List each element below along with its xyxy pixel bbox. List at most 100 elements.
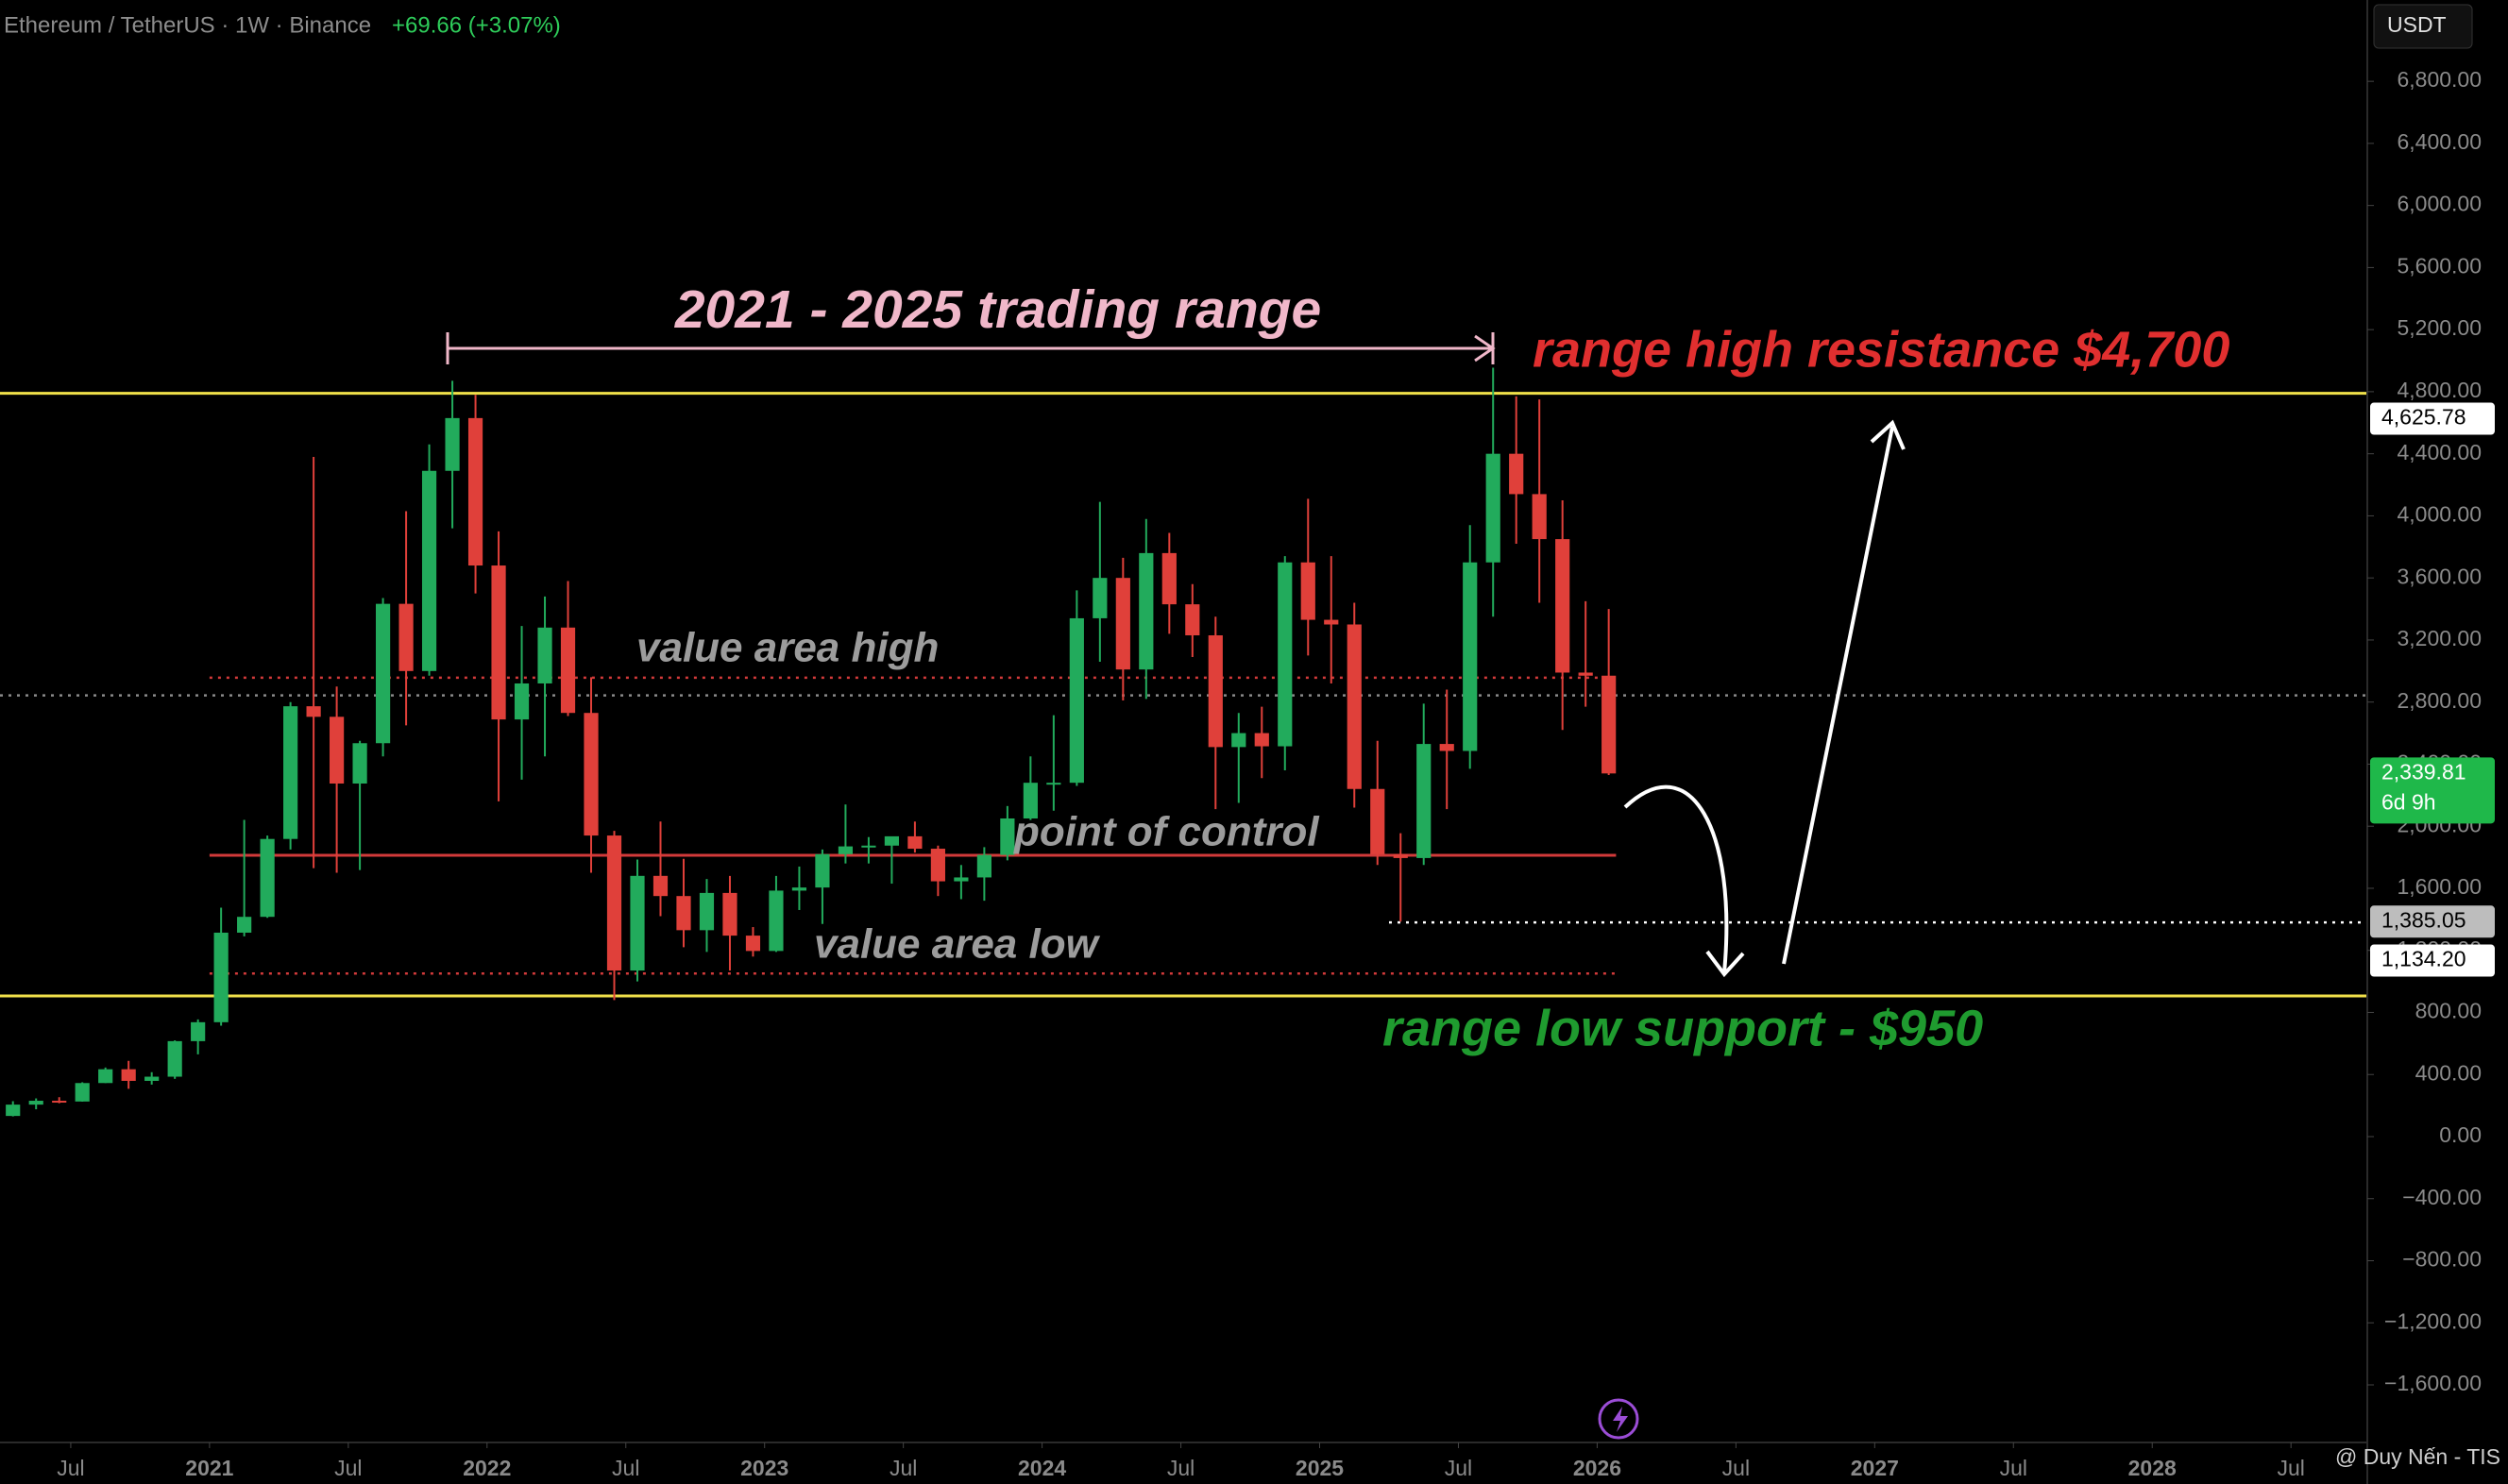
candle-body: [398, 603, 414, 671]
plot: [0, 367, 2367, 1117]
candle-body: [167, 1040, 182, 1077]
alert-icon[interactable]: [1598, 1398, 1639, 1440]
candle-body: [769, 890, 784, 952]
y-tick-label: 6,400.00: [2397, 129, 2482, 154]
candle-body: [421, 470, 437, 671]
candle-body: [1023, 783, 1038, 818]
candle-body: [791, 887, 807, 891]
candle-body: [28, 1101, 43, 1105]
y-tick-label: 4,000.00: [2397, 502, 2482, 527]
y-tick-label: 6,000.00: [2397, 192, 2482, 216]
price-label-box: [2370, 402, 2495, 435]
x-tick-label: 2026: [1573, 1456, 1621, 1480]
candle-body: [213, 932, 229, 1022]
candle-body: [352, 743, 367, 784]
candle-body: [1115, 578, 1130, 670]
x-tick-label: 2021: [185, 1456, 233, 1480]
y-tick-label: 3,600.00: [2397, 564, 2482, 588]
x-tick-label: 2023: [740, 1456, 788, 1480]
candle-body: [1254, 733, 1269, 747]
candle-body: [815, 853, 830, 888]
candle-body: [722, 892, 737, 936]
candle-body: [191, 1021, 206, 1041]
x-tick-label: Jul: [2000, 1456, 2027, 1480]
candle-body: [1185, 604, 1200, 636]
candle-body: [445, 417, 460, 471]
candle-body: [838, 846, 854, 854]
candle-body: [907, 835, 923, 850]
candle-body: [75, 1083, 90, 1102]
candle-body: [1416, 744, 1432, 858]
candle-body: [606, 835, 622, 971]
candle-body: [584, 713, 599, 836]
candle-body: [467, 417, 483, 566]
candle-body: [144, 1076, 160, 1081]
candle-body: [1578, 672, 1593, 676]
alert-icon: [1613, 1407, 1628, 1432]
candle-body: [699, 892, 715, 931]
y-tick-label: 1,600.00: [2397, 874, 2482, 899]
candle-body: [260, 838, 275, 918]
candle-body: [1139, 552, 1154, 670]
candle-body: [330, 717, 345, 784]
y-tick-label: 6,800.00: [2397, 67, 2482, 92]
candle-body: [745, 936, 761, 952]
x-tick-label: 2027: [1851, 1456, 1899, 1480]
candle-body: [676, 896, 691, 931]
candle-body: [1046, 783, 1061, 785]
candle-body: [1370, 788, 1385, 854]
price-label: 1,385.05: [2381, 907, 2466, 932]
x-tick-label: Jul: [57, 1456, 84, 1480]
y-tick-label: −1,600.00: [2384, 1371, 2482, 1395]
candle-body: [1485, 453, 1500, 563]
price-label-box: [2370, 905, 2495, 938]
y-tick-label: 0.00: [2439, 1122, 2482, 1147]
candle-body: [1278, 562, 1293, 747]
candle-body: [375, 603, 391, 744]
candle-body: [1093, 578, 1108, 618]
candle-body: [514, 683, 530, 720]
candle-body: [98, 1069, 113, 1084]
candle-body: [1208, 635, 1223, 748]
candle-body: [1601, 675, 1617, 774]
candle-body: [976, 854, 991, 878]
candle-body: [1161, 552, 1177, 605]
x-tick-label: Jul: [2277, 1456, 2304, 1480]
candle-body: [537, 627, 552, 683]
annotation: point of control: [1013, 809, 1319, 855]
price-label: 2,339.81: [2381, 759, 2466, 784]
y-tick-label: 4,800.00: [2397, 378, 2482, 402]
y-tick-label: 5,600.00: [2397, 253, 2482, 278]
y-tick-label: 400.00: [2415, 1060, 2482, 1085]
x-tick-label: 2022: [463, 1456, 511, 1480]
symbol: Ethereum / TetherUS · 1W · Binance: [4, 12, 371, 38]
y-tick-label: 2,800.00: [2397, 688, 2482, 713]
candle-body: [861, 845, 876, 848]
currency-box[interactable]: [2373, 4, 2473, 49]
candle-body: [1439, 744, 1454, 751]
x-tick-label: 2025: [1296, 1456, 1344, 1480]
candle-body: [52, 1101, 67, 1104]
y-tick-label: 5,200.00: [2397, 315, 2482, 340]
candle-body: [652, 875, 669, 897]
candle-body: [1300, 562, 1315, 620]
candle-body: [1069, 617, 1084, 784]
annotation: 2021 - 2025 trading range: [674, 279, 1321, 340]
watermark: @ Duy Nến - TIS: [2335, 1444, 2500, 1469]
candle-body: [306, 706, 321, 717]
candle-body: [1393, 853, 1408, 858]
candle-body: [491, 565, 506, 720]
price-label: 1,134.20: [2381, 947, 2466, 971]
candle-body: [560, 627, 576, 714]
y-tick-label: 4,400.00: [2397, 440, 2482, 464]
candle-body: [1555, 539, 1570, 673]
candle-body: [954, 877, 969, 882]
price-label-box: [2370, 944, 2495, 977]
countdown: 6d 9h: [2381, 789, 2436, 814]
y-tick-label: 800.00: [2415, 999, 2482, 1023]
candle-body: [121, 1069, 136, 1081]
x-tick-label: Jul: [1445, 1456, 1472, 1480]
annotation: range high resistance $4,700: [1533, 321, 2229, 378]
